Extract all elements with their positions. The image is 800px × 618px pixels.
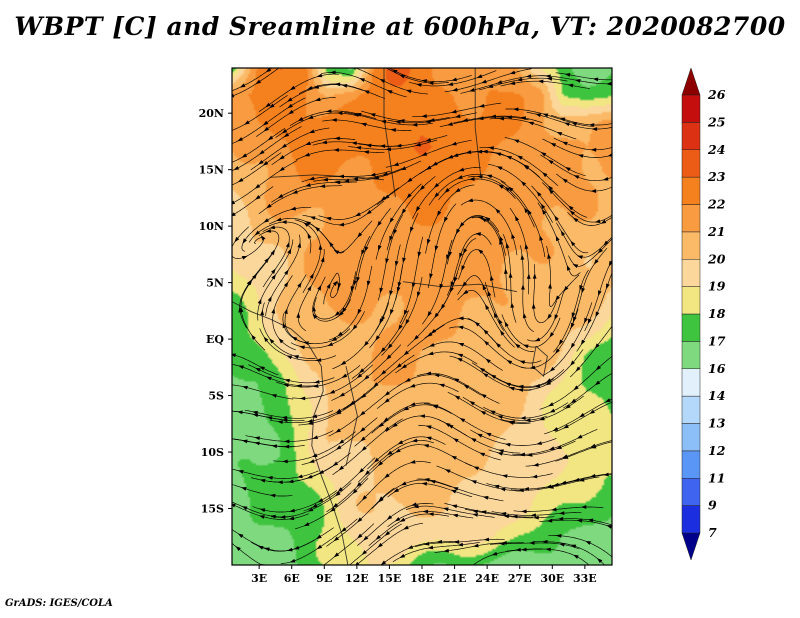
colorbar-label: 25 bbox=[707, 114, 725, 129]
streamline-arrowheads bbox=[232, 68, 612, 565]
streamlines bbox=[232, 68, 612, 565]
colorbar-label: 26 bbox=[707, 87, 726, 102]
colorbar-band bbox=[681, 505, 701, 534]
colorbar-band bbox=[681, 259, 701, 287]
lat-tick-label: 20N bbox=[199, 107, 224, 120]
colorbar-band bbox=[681, 204, 701, 233]
lat-tick-label: EQ bbox=[206, 333, 224, 346]
lat-tick-label: 15S bbox=[201, 503, 224, 516]
lon-tick-label: 30E bbox=[540, 572, 564, 585]
lat-tick-label: 10N bbox=[199, 220, 224, 233]
lon-tick-label: 27E bbox=[508, 572, 532, 585]
colorbar-label: 20 bbox=[707, 251, 726, 266]
colorbar: 7 9 11 12 13 14 16 17 18 19 20 21 22 23 24 25 26 bbox=[681, 67, 726, 561]
lon-tick-label: 33E bbox=[573, 572, 597, 585]
colorbar-label: 21 bbox=[707, 224, 725, 239]
colorbar-band bbox=[681, 286, 701, 315]
colorbar-band bbox=[681, 122, 701, 150]
lon-tick-label: 21E bbox=[443, 572, 467, 585]
colorbar-band bbox=[681, 478, 701, 506]
colorbar-band bbox=[681, 450, 701, 479]
lon-tick-label: 6E bbox=[284, 572, 300, 585]
colorbar-band bbox=[681, 176, 701, 205]
colorbar-label: 24 bbox=[707, 142, 725, 157]
colorbar-band bbox=[681, 231, 701, 260]
lat-tick-label: 5N bbox=[206, 277, 224, 290]
lon-tick-label: 15E bbox=[378, 572, 402, 585]
colorbar-label: 14 bbox=[708, 388, 725, 403]
longitude-axis: 3E 6E 9E 12E 15E 18E 21E 24E 27E 30E 33E bbox=[251, 565, 597, 585]
colorbar-band bbox=[681, 313, 701, 342]
colorbar-band bbox=[681, 341, 701, 369]
colorbar-label: 7 bbox=[708, 525, 717, 540]
map-borders bbox=[232, 68, 548, 565]
colorbar-label: 16 bbox=[708, 361, 726, 376]
lon-tick-label: 18E bbox=[410, 572, 434, 585]
lon-tick-label: 9E bbox=[316, 572, 332, 585]
chart-title: WBPT [C] and Sreamline at 600hPa, VT: 20… bbox=[14, 12, 786, 41]
colorbar-label: 23 bbox=[707, 169, 726, 184]
colorbar-label: 18 bbox=[708, 306, 726, 321]
colorbar-band bbox=[681, 149, 701, 178]
colorbar-label: 9 bbox=[708, 498, 717, 513]
colorbar-band bbox=[681, 423, 701, 452]
colorbar-label: 22 bbox=[707, 197, 726, 212]
colorbar-above-arrow bbox=[681, 67, 701, 96]
lon-tick-label: 24E bbox=[475, 572, 499, 585]
colorbar-label: 17 bbox=[708, 333, 726, 348]
lon-tick-label: 12E bbox=[345, 572, 369, 585]
lat-tick-label: 15N bbox=[199, 164, 224, 177]
colorbar-band bbox=[681, 395, 701, 424]
lat-tick-label: 10S bbox=[201, 446, 224, 459]
colorbar-below-arrow bbox=[681, 532, 701, 561]
lat-tick-label: 5S bbox=[208, 390, 224, 403]
grads-credit: GrADS: IGES/COLA bbox=[5, 598, 113, 609]
colorbar-band bbox=[681, 368, 701, 397]
colorbar-label: 12 bbox=[708, 443, 726, 458]
colorbar-band bbox=[681, 94, 701, 123]
lon-tick-label: 3E bbox=[251, 572, 267, 585]
latitude-axis: 20N 15N 10N 5N EQ 5S 10S 15S bbox=[199, 107, 232, 516]
colorbar-label: 11 bbox=[708, 470, 725, 485]
colorbar-label: 19 bbox=[708, 279, 726, 294]
colorbar-label: 13 bbox=[708, 416, 726, 431]
